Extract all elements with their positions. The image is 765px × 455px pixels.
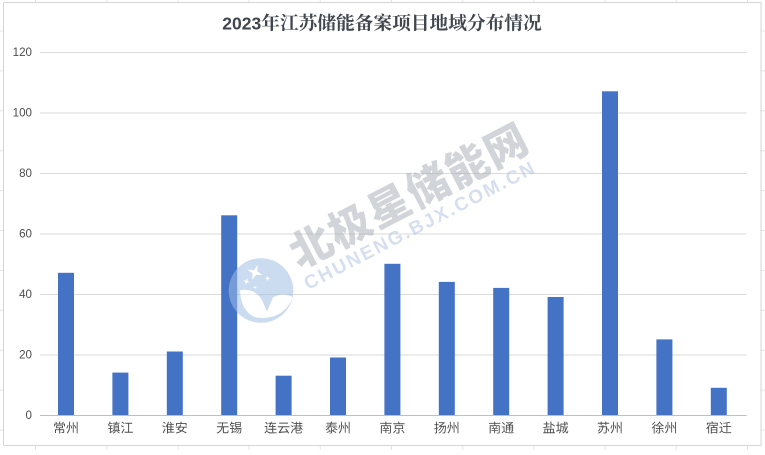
svg-text:2023: 2023 [222,14,261,34]
svg-text:0: 0 [26,409,32,422]
svg-text:40: 40 [19,288,32,301]
svg-text:120: 120 [13,46,32,59]
svg-text:20: 20 [19,348,32,361]
svg-text:100: 100 [13,106,32,119]
svg-text:60: 60 [19,227,32,240]
svg-text:80: 80 [19,167,32,180]
